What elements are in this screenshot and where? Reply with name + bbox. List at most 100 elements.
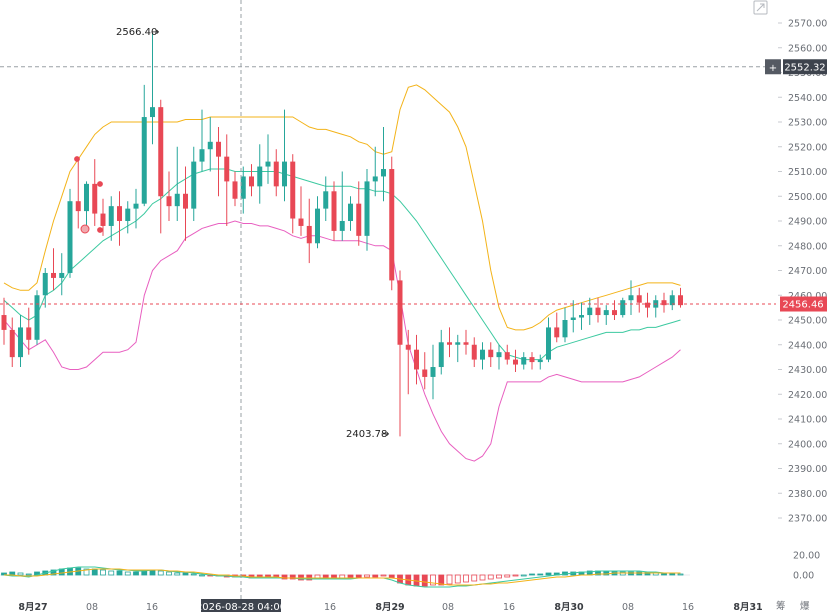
candle-down — [92, 183, 98, 214]
candle-down — [397, 280, 403, 345]
candle-up — [141, 117, 147, 204]
candle-up — [240, 176, 246, 199]
candle-down — [661, 300, 667, 306]
footer-label-chips[interactable]: 筹 — [776, 600, 786, 612]
macd-bar — [199, 574, 205, 577]
price-axis[interactable]: 2570.002560.002550.002540.002530.002520.… — [778, 19, 827, 525]
macd-bar — [141, 570, 148, 576]
candle-down — [232, 181, 238, 199]
candle-down — [645, 302, 650, 308]
candle-up — [537, 359, 543, 363]
time-axis[interactable]: 8月27081608168月2908168月3008168月31 — [18, 602, 762, 612]
candle-down — [224, 156, 230, 182]
low-price-annotation: 2403.78 — [346, 429, 387, 440]
candle-up — [265, 161, 271, 167]
macd-bar — [677, 573, 684, 576]
time-tick-label: 08 — [86, 602, 98, 612]
candle-down — [636, 295, 642, 303]
candle-up — [191, 161, 197, 209]
price-tick-label: 2440.00 — [788, 340, 827, 351]
candle-up — [59, 272, 65, 278]
price-tick-label: 2410.00 — [788, 415, 827, 426]
candle-down — [389, 169, 395, 281]
plus-icon[interactable]: + — [769, 63, 777, 74]
time-tick-label: 16 — [682, 602, 694, 612]
candle-up — [348, 203, 353, 221]
signal-marker — [74, 156, 80, 162]
candle-up — [546, 327, 551, 360]
candle-down — [612, 310, 617, 316]
candle-down — [463, 342, 469, 345]
macd-bar — [446, 574, 453, 585]
time-tick-label: 8月29 — [375, 602, 404, 612]
candle-up — [42, 272, 48, 296]
candle-up — [521, 357, 527, 365]
macd-bar — [91, 568, 98, 576]
candle-up — [133, 203, 139, 209]
candle-down — [273, 161, 279, 187]
candle-down — [513, 359, 518, 365]
candle-down — [158, 107, 164, 197]
footer-label-burst[interactable]: 爆 — [800, 600, 810, 612]
price-candles — [1, 32, 683, 437]
candle-down — [529, 357, 535, 363]
macd-bar — [364, 574, 370, 578]
candle-down — [405, 344, 411, 350]
macd-bar — [463, 574, 469, 583]
candle-down — [298, 218, 304, 226]
candle-up — [67, 201, 73, 273]
macd-bar — [108, 570, 115, 576]
candle-up — [628, 295, 634, 301]
price-tick-label: 2490.00 — [788, 217, 827, 228]
candle-down — [216, 141, 221, 157]
macd-bar — [124, 571, 131, 576]
price-tick-label: 2520.00 — [788, 142, 827, 153]
candle-down — [471, 344, 477, 360]
candle-up — [174, 193, 180, 207]
candle-down — [447, 342, 452, 345]
candle-up — [84, 183, 89, 212]
high-arrow: → — [151, 27, 159, 38]
price-tick-label: 2460.00 — [788, 291, 827, 302]
candle-up — [579, 315, 584, 318]
high-price-annotation: 2566.40 — [116, 27, 157, 38]
macd-bar — [25, 573, 32, 576]
macd-bar — [504, 574, 511, 578]
candle-down — [422, 369, 428, 377]
time-tick-label: 8月30 — [554, 602, 584, 612]
signal-marker — [97, 227, 103, 233]
price-tick-label: 2530.00 — [788, 118, 827, 129]
candle-up — [496, 352, 502, 358]
price-tick-label: 2430.00 — [788, 365, 827, 376]
price-tick-label: 2560.00 — [788, 43, 827, 54]
candle-down — [51, 272, 56, 278]
macd-bar — [100, 569, 106, 576]
candle-up — [372, 176, 378, 182]
candle-up — [480, 349, 485, 360]
macd-bar — [116, 570, 123, 576]
time-tick-label: 8月31 — [733, 602, 762, 612]
candle-up — [282, 161, 287, 187]
candle-down — [100, 213, 106, 226]
candle-down — [356, 203, 362, 236]
indicator-tick-label: 20.00 — [793, 551, 820, 562]
price-tick-label: 2390.00 — [788, 464, 827, 475]
candle-up — [364, 181, 370, 236]
macd-bar — [281, 574, 288, 580]
candle-up — [620, 300, 626, 316]
macd-bar — [380, 574, 387, 577]
price-tick-label: 2370.00 — [788, 514, 827, 525]
candle-up — [430, 367, 436, 377]
candle-down — [504, 352, 510, 360]
price-tick-label: 2500.00 — [788, 192, 827, 203]
candle-up — [562, 320, 568, 338]
candle-up — [587, 307, 593, 316]
candle-down — [554, 327, 560, 338]
macd-bar — [438, 574, 445, 586]
expand-icon[interactable] — [753, 0, 768, 15]
macd-bar — [479, 574, 486, 581]
macd-bar — [520, 574, 527, 577]
last-price-tag: 2456.46 — [780, 296, 827, 312]
candle-down — [595, 307, 601, 316]
